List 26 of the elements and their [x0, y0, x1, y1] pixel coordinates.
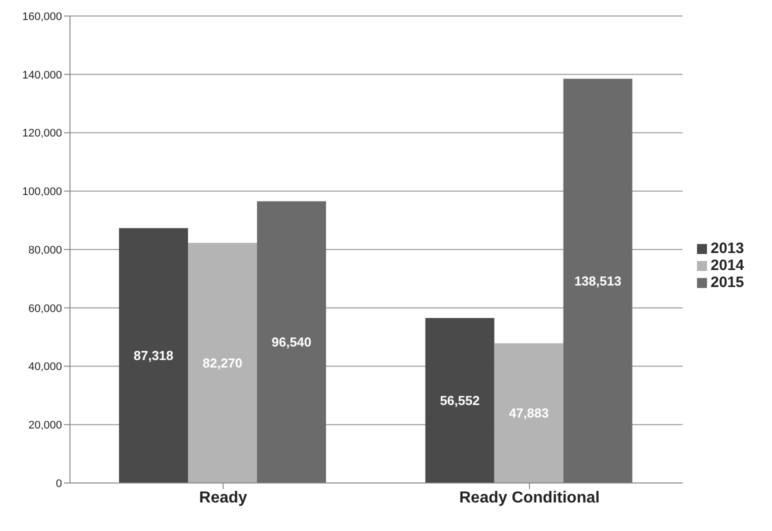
- y-tick-label: 160,000: [22, 10, 62, 23]
- x-tick-label: Ready Conditional: [459, 489, 600, 506]
- bar: [494, 343, 564, 483]
- legend-label: 2014: [710, 257, 744, 274]
- data-label: 138,513: [574, 273, 622, 288]
- data-label: 96,540: [272, 334, 312, 350]
- bar: [257, 201, 326, 483]
- data-label: 47,883: [508, 406, 549, 421]
- y-tick-label: 100,000: [22, 186, 62, 198]
- bar: [425, 318, 494, 483]
- bar: [188, 242, 258, 483]
- y-tick-label: 120,000: [22, 128, 62, 140]
- legend-label: 2013: [710, 240, 744, 257]
- data-label: 56,552: [440, 393, 480, 408]
- y-tick-label: 20,000: [28, 420, 62, 432]
- data-label: 82,270: [202, 356, 242, 371]
- bar: [563, 78, 632, 483]
- y-tick-label: 40,000: [28, 361, 62, 374]
- legend-label: 2015: [710, 274, 744, 291]
- y-tick-label: 140,000: [22, 69, 62, 82]
- y-tick-label: 0: [56, 478, 62, 490]
- y-tick-label: 80,000: [28, 244, 62, 256]
- bar: [119, 228, 188, 483]
- data-label: 87,318: [134, 348, 174, 364]
- x-tick-label: Ready: [199, 489, 248, 506]
- y-tick-label: 60,000: [28, 302, 62, 315]
